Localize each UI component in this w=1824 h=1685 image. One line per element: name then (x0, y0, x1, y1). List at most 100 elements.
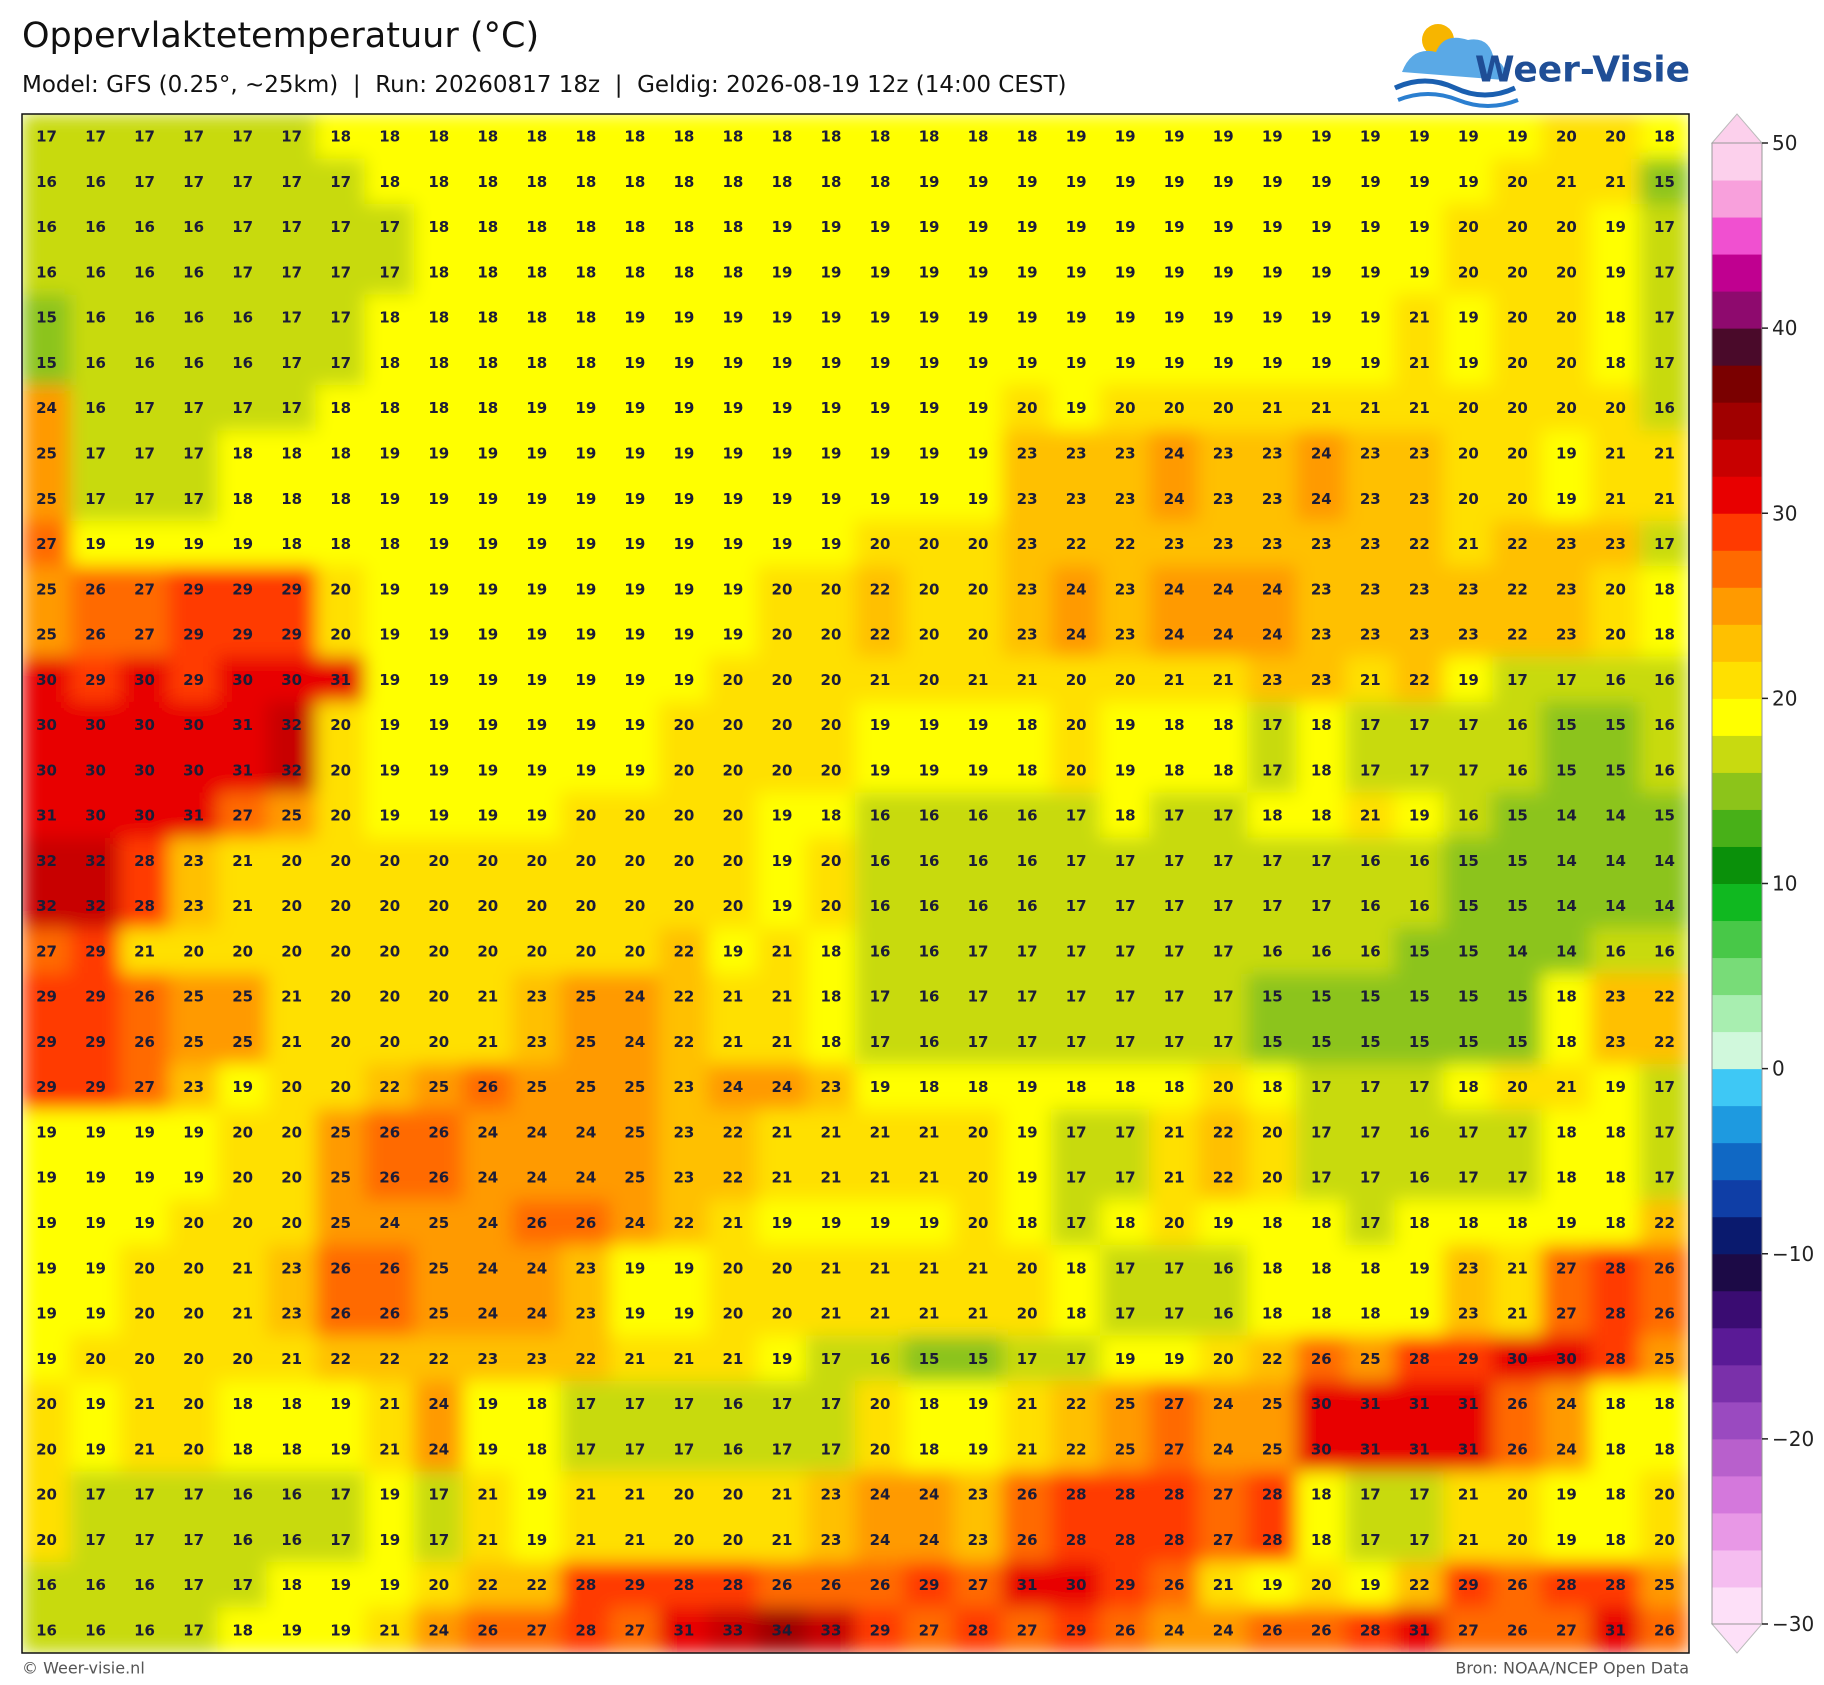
value-label: 25 (183, 1033, 204, 1051)
cell (1247, 837, 1298, 884)
cell (168, 1245, 219, 1292)
cell (855, 294, 906, 341)
cell (119, 114, 170, 160)
cell (70, 430, 121, 477)
cell (855, 792, 906, 839)
cell (413, 294, 464, 341)
cell (560, 1516, 611, 1563)
value-label: 18 (526, 218, 547, 236)
cell (1345, 114, 1396, 160)
value-label: 19 (870, 716, 891, 734)
cell (1100, 1109, 1151, 1156)
value-label: 25 (1654, 1576, 1675, 1594)
value-label: 29 (232, 626, 253, 644)
cell (413, 385, 464, 432)
value-label: 20 (1556, 354, 1577, 372)
value-label: 18 (1311, 1486, 1332, 1504)
value-label: 20 (281, 1214, 302, 1232)
cell (1345, 747, 1396, 794)
cell (1002, 475, 1053, 522)
value-label: 19 (1213, 354, 1234, 372)
cell (756, 1335, 807, 1382)
value-label: 19 (526, 1531, 547, 1549)
cell (1149, 1607, 1200, 1653)
value-label: 18 (673, 173, 694, 191)
value-label: 23 (1213, 490, 1234, 508)
cell (511, 1426, 562, 1473)
cell (413, 1064, 464, 1111)
value-label: 17 (134, 1486, 155, 1504)
value-label: 15 (1262, 988, 1283, 1006)
cell (1345, 1426, 1396, 1473)
cell (658, 1380, 709, 1428)
value-label: 19 (919, 716, 940, 734)
cell (756, 1064, 807, 1111)
value-label: 19 (1164, 173, 1185, 191)
cell (560, 430, 611, 477)
cell (1639, 1426, 1689, 1473)
value-label: 21 (919, 1259, 940, 1277)
cell (1590, 973, 1641, 1020)
cell (1590, 249, 1641, 296)
cell (22, 1426, 72, 1473)
value-label: 30 (281, 671, 302, 689)
value-label: 17 (232, 218, 253, 236)
title: Oppervlaktetemperatuur (°C) (22, 16, 539, 56)
cell (855, 1471, 906, 1518)
value-label: 19 (1556, 1531, 1577, 1549)
cell (364, 249, 415, 296)
value-label: 21 (1360, 807, 1381, 825)
colorbar-swatch (1712, 291, 1762, 329)
value-label: 17 (330, 263, 351, 281)
cell (1590, 1426, 1641, 1473)
cell (413, 158, 464, 206)
cell (1394, 204, 1445, 251)
cell (805, 1471, 856, 1518)
cell (462, 158, 513, 206)
colorbar-swatch (1712, 1475, 1762, 1514)
cell (756, 973, 807, 1020)
value-label: 21 (1458, 1531, 1479, 1549)
cell (1443, 114, 1494, 160)
cell (70, 1380, 121, 1428)
value-label: 22 (722, 1123, 743, 1141)
value-label: 16 (1017, 897, 1038, 915)
value-label: 17 (330, 173, 351, 191)
value-label: 16 (1409, 897, 1430, 915)
value-label: 16 (134, 263, 155, 281)
value-label: 28 (1605, 1576, 1626, 1594)
value-label: 27 (1556, 1305, 1577, 1323)
value-label: 21 (870, 1305, 891, 1323)
cell (1100, 883, 1151, 930)
cell (1541, 747, 1592, 794)
cell (1100, 204, 1151, 251)
value-label: 23 (1409, 444, 1430, 462)
cell (1051, 204, 1102, 251)
cell (855, 747, 906, 794)
value-label: 30 (36, 671, 57, 689)
cell (1639, 430, 1689, 477)
value-label: 18 (821, 807, 842, 825)
value-label: 24 (624, 1214, 645, 1232)
cell (217, 973, 268, 1020)
value-label: 20 (477, 852, 498, 870)
value-label: 24 (477, 1259, 498, 1277)
value-label: 19 (1409, 1259, 1430, 1277)
cell (1639, 339, 1689, 387)
cell (707, 1561, 758, 1609)
cell (168, 1199, 219, 1247)
cell (658, 385, 709, 432)
cell (904, 611, 955, 658)
cell (119, 1380, 170, 1428)
value-label: 19 (1458, 671, 1479, 689)
cell (462, 792, 513, 839)
value-label: 19 (183, 1169, 204, 1187)
value-label: 17 (1164, 1305, 1185, 1323)
cell (560, 1245, 611, 1292)
cell (1247, 883, 1298, 930)
cell (904, 1335, 955, 1382)
value-label: 22 (1066, 1395, 1087, 1413)
cell (1051, 1380, 1102, 1428)
value-label: 24 (722, 1078, 743, 1096)
cell (1247, 973, 1298, 1020)
